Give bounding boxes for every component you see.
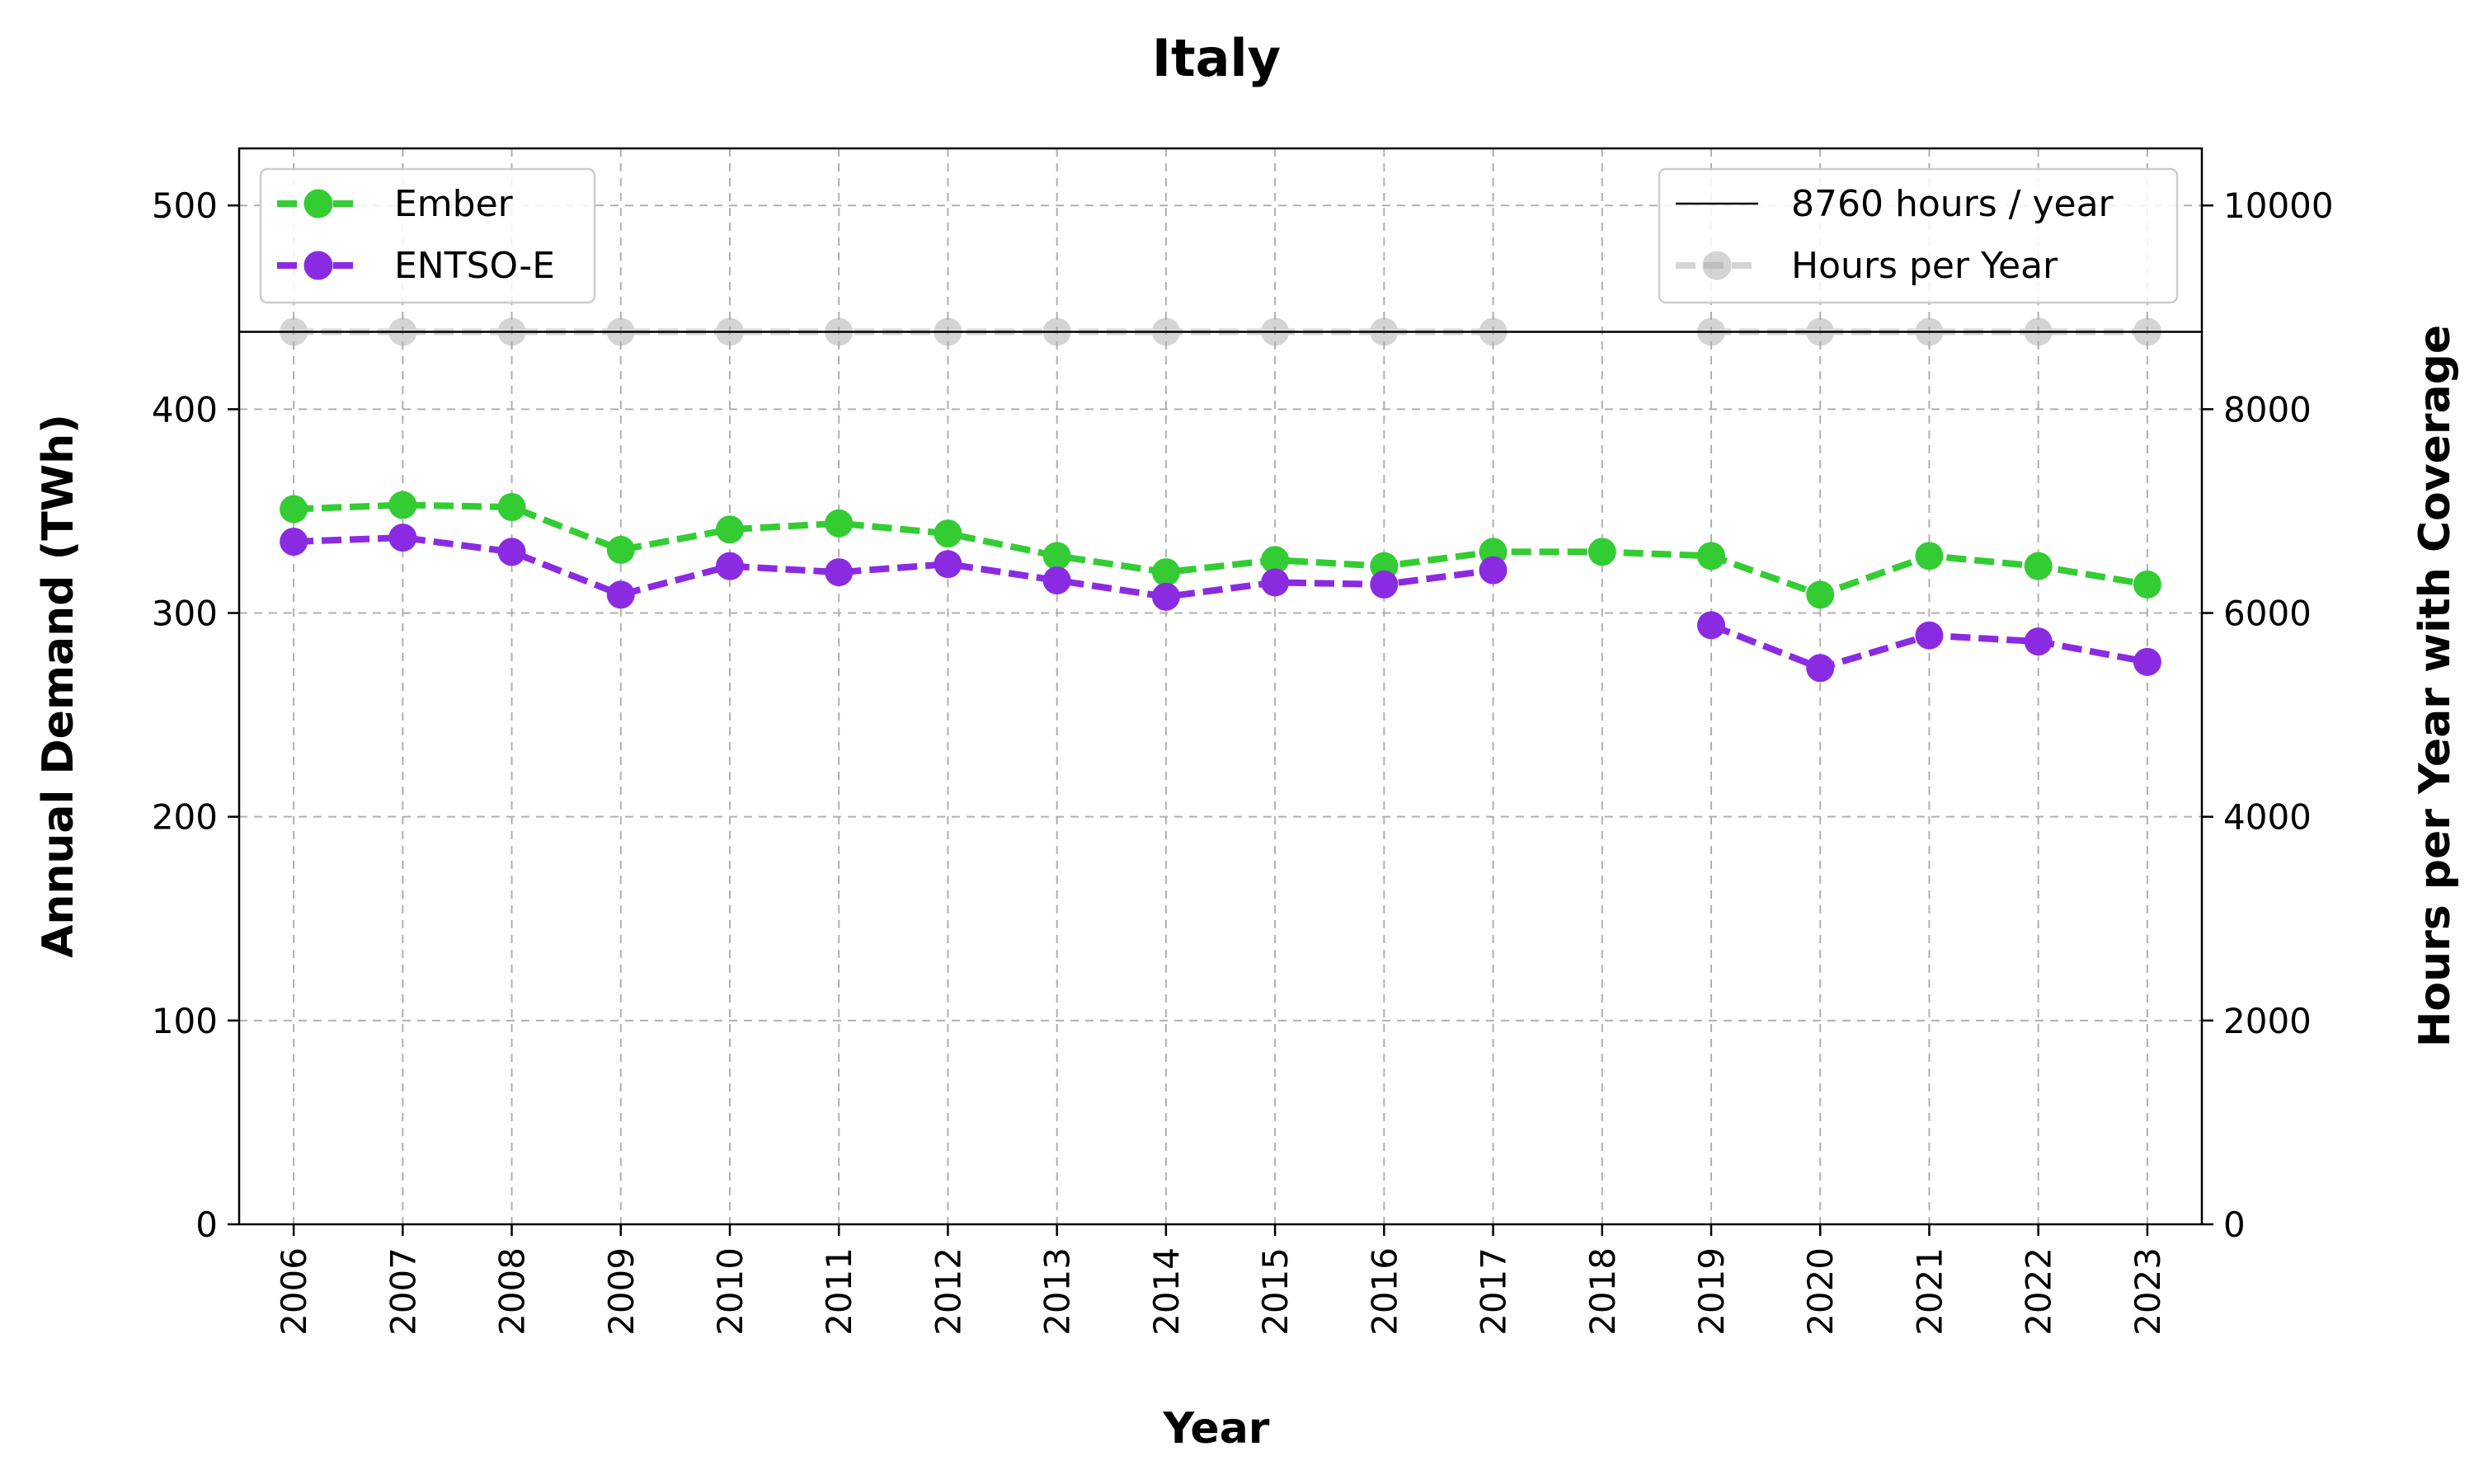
data-point-entso-e bbox=[1261, 568, 1290, 597]
x-tick-label: 2020 bbox=[1800, 1247, 1841, 1336]
data-point-entso-e bbox=[606, 580, 635, 609]
data-point-entso-e bbox=[1042, 566, 1071, 594]
data-point-ember bbox=[280, 495, 308, 524]
x-axis-title: Year bbox=[1163, 1404, 1270, 1453]
grid-lines bbox=[239, 148, 2202, 1224]
x-tick-label: 2023 bbox=[2128, 1247, 2168, 1336]
x-tick-label: 2021 bbox=[1909, 1247, 1950, 1336]
y-tick-label: 0 bbox=[195, 1205, 218, 1245]
series-ember bbox=[280, 491, 2161, 609]
y-tick-label: 300 bbox=[152, 594, 218, 634]
data-point-entso-e bbox=[497, 538, 526, 566]
x-tick-label: 2009 bbox=[601, 1247, 642, 1336]
legend-swatch-hours-marker bbox=[1702, 251, 1732, 280]
data-point-entso-e bbox=[1479, 556, 1507, 585]
y-tick-label: 200 bbox=[152, 797, 218, 838]
axis-ticks: 2006 2007 2008 2009 2010 2011 2012 2013 2014 2015… bbox=[152, 186, 2334, 1336]
data-point-ember bbox=[1915, 542, 1944, 571]
x-tick-label: 2012 bbox=[928, 1247, 968, 1336]
x-tick-label: 2014 bbox=[1146, 1247, 1187, 1336]
y2-axis-title: Hours per Year with Coverage bbox=[2411, 325, 2460, 1047]
x-tick-label: 2007 bbox=[383, 1247, 423, 1336]
x-tick-label: 2017 bbox=[1474, 1247, 1514, 1336]
data-point-entso-e bbox=[716, 552, 744, 580]
data-point-entso-e bbox=[934, 550, 962, 579]
legend-label-ember: Ember bbox=[394, 183, 514, 225]
data-point-entso-e bbox=[388, 524, 417, 552]
y2-tick-label: 0 bbox=[2223, 1205, 2246, 1245]
y-axis-title: Annual Demand (TWh) bbox=[34, 414, 83, 958]
y2-tick-label: 4000 bbox=[2223, 797, 2312, 838]
legend-right-box bbox=[1658, 167, 2179, 304]
data-point-ember bbox=[825, 509, 854, 538]
data-point-ember bbox=[1151, 558, 1180, 587]
legend-label-hours: Hours per Year bbox=[1791, 245, 2058, 287]
data-point-ember bbox=[497, 493, 526, 521]
legend-left: Ember ENTSO-E bbox=[259, 167, 596, 304]
x-tick-label: 2016 bbox=[1364, 1247, 1404, 1336]
y2-tick-label: 10000 bbox=[2223, 186, 2334, 226]
y2-tick-label: 6000 bbox=[2223, 594, 2312, 634]
x-tick-label: 2011 bbox=[819, 1247, 859, 1336]
y-tick-label: 400 bbox=[152, 389, 218, 430]
data-point-ember bbox=[1042, 542, 1071, 571]
data-point-ember bbox=[2024, 552, 2053, 580]
data-point-entso-e bbox=[1915, 621, 1944, 650]
series-entso-e bbox=[280, 524, 2161, 683]
data-point-ember bbox=[2133, 570, 2161, 599]
series-line-entso-e bbox=[293, 534, 1494, 600]
data-point-entso-e bbox=[2133, 647, 2161, 676]
data-point-entso-e bbox=[2024, 627, 2053, 656]
data-point-entso-e bbox=[825, 558, 854, 587]
x-tick-label: 2019 bbox=[1691, 1247, 1732, 1336]
x-tick-label: 2013 bbox=[1037, 1247, 1078, 1336]
data-point-ember bbox=[388, 491, 417, 519]
data-point-entso-e bbox=[280, 528, 308, 556]
x-tick-label: 2018 bbox=[1583, 1247, 1623, 1336]
x-tick-label: 2022 bbox=[2019, 1247, 2059, 1336]
legend-swatch-entsoe-marker bbox=[303, 251, 333, 280]
data-point-ember bbox=[934, 519, 962, 548]
legend-swatch-ember-marker bbox=[303, 189, 333, 218]
y-tick-label: 500 bbox=[152, 186, 218, 226]
legend-right: 8760 hours / year Hours per Year bbox=[1658, 167, 2179, 304]
data-point-ember bbox=[1587, 538, 1616, 566]
series-layer bbox=[239, 317, 2202, 683]
chart-title: Italy bbox=[1152, 28, 1281, 88]
data-point-entso-e bbox=[1697, 611, 1725, 640]
x-tick-label: 2006 bbox=[274, 1247, 314, 1336]
x-tick-label: 2010 bbox=[710, 1247, 750, 1336]
y-tick-label: 100 bbox=[152, 1001, 218, 1041]
x-tick-label: 2008 bbox=[492, 1247, 533, 1336]
data-point-ember bbox=[1261, 546, 1290, 575]
series-line-ember bbox=[293, 501, 2148, 599]
y2-tick-label: 2000 bbox=[2223, 1001, 2312, 1041]
data-point-ember bbox=[606, 535, 635, 564]
data-point-entso-e bbox=[1370, 570, 1399, 599]
data-point-entso-e bbox=[1806, 654, 1835, 683]
data-point-ember bbox=[1806, 580, 1835, 609]
legend-label-reference: 8760 hours / year bbox=[1791, 183, 2114, 225]
plot-frame bbox=[238, 147, 2204, 1226]
x-tick-label: 2015 bbox=[1255, 1247, 1296, 1336]
data-point-ember bbox=[716, 515, 744, 544]
legend-label-entsoe: ENTSO-E bbox=[394, 245, 555, 287]
y2-tick-label: 8000 bbox=[2223, 389, 2312, 430]
data-point-ember bbox=[1697, 542, 1725, 571]
data-point-entso-e bbox=[1151, 582, 1180, 611]
